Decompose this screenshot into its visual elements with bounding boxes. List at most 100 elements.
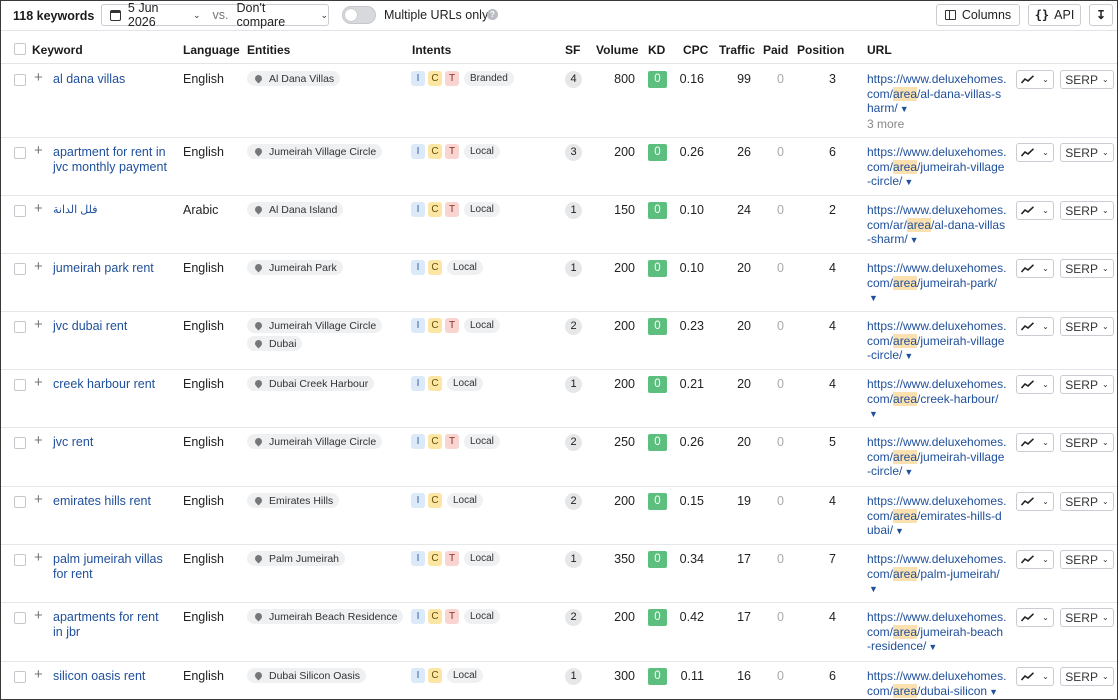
col-cpc[interactable]: CPC: [683, 43, 709, 57]
trend-chart-button[interactable]: ⌄: [1016, 492, 1054, 511]
keyword-link[interactable]: apartment for rent in jvc monthly paymen…: [53, 145, 167, 174]
col-kd[interactable]: KD: [648, 43, 666, 57]
caret-down-icon[interactable]: ▼: [869, 293, 878, 303]
date-compare-selector[interactable]: 5 Jun 2026 ⌄ vs. Don't compare ⌄: [101, 1, 329, 29]
caret-down-icon[interactable]: ▼: [899, 104, 909, 114]
serp-features-count[interactable]: 1: [565, 202, 582, 219]
keyword-link[interactable]: al dana villas: [53, 72, 126, 86]
serp-button[interactable]: SERP ⌄: [1060, 70, 1114, 89]
serp-features-count[interactable]: 2: [565, 434, 582, 451]
row-checkbox[interactable]: [14, 437, 26, 449]
url-link[interactable]: https://www.deluxehomes.com/ar/area/al-d…: [867, 203, 1007, 246]
export-button[interactable]: ↧: [1089, 4, 1113, 26]
col-entities[interactable]: Entities: [247, 43, 291, 57]
entity-chip[interactable]: Jumeirah Park: [247, 260, 343, 275]
add-to-list-icon[interactable]: +: [34, 432, 43, 449]
serp-features-count[interactable]: 2: [565, 609, 582, 626]
serp-button[interactable]: SERP ⌄: [1060, 492, 1114, 511]
col-paid[interactable]: Paid: [763, 43, 789, 57]
entity-chip[interactable]: Jumeirah Village Circle: [247, 318, 383, 333]
row-checkbox[interactable]: [14, 147, 26, 159]
col-intents[interactable]: Intents: [412, 43, 452, 57]
add-to-list-icon[interactable]: +: [34, 69, 43, 86]
row-checkbox[interactable]: [14, 671, 26, 683]
url-link[interactable]: https://www.deluxehomes.com/area/jumeira…: [867, 610, 1007, 653]
trend-chart-button[interactable]: ⌄: [1016, 608, 1054, 627]
col-volume[interactable]: Volume: [596, 43, 639, 57]
entity-chip[interactable]: Jumeirah Village Circle: [247, 434, 383, 449]
caret-down-icon[interactable]: ▼: [869, 409, 878, 419]
row-checkbox[interactable]: [14, 554, 26, 566]
add-to-list-icon[interactable]: +: [34, 142, 43, 159]
add-to-list-icon[interactable]: +: [34, 607, 43, 624]
keyword-link[interactable]: فلل الدانة: [53, 204, 98, 216]
serp-button[interactable]: SERP ⌄: [1060, 667, 1114, 686]
serp-features-count[interactable]: 1: [565, 260, 582, 277]
trend-chart-button[interactable]: ⌄: [1016, 433, 1054, 452]
caret-down-icon[interactable]: ▼: [909, 235, 919, 245]
multiple-urls-toggle[interactable]: [342, 6, 376, 24]
serp-button[interactable]: SERP ⌄: [1060, 143, 1114, 162]
serp-features-count[interactable]: 4: [565, 71, 582, 88]
row-checkbox[interactable]: [14, 74, 26, 86]
url-link[interactable]: https://www.deluxehomes.com/area/creek-h…: [867, 377, 1007, 406]
serp-button[interactable]: SERP ⌄: [1060, 375, 1114, 394]
serp-button[interactable]: SERP ⌄: [1060, 608, 1114, 627]
keyword-link[interactable]: palm jumeirah villas for rent: [53, 552, 163, 581]
columns-button[interactable]: Columns: [936, 4, 1020, 26]
col-keyword[interactable]: Keyword: [32, 43, 83, 57]
keyword-link[interactable]: apartments for rent in jbr: [53, 610, 159, 639]
add-to-list-icon[interactable]: +: [34, 316, 43, 333]
col-traffic[interactable]: Traffic: [719, 43, 756, 57]
entity-chip[interactable]: Jumeirah Village Circle: [247, 144, 383, 159]
add-to-list-icon[interactable]: +: [34, 258, 43, 275]
entity-chip[interactable]: Al Dana Island: [247, 202, 344, 217]
serp-button[interactable]: SERP ⌄: [1060, 317, 1114, 336]
url-link[interactable]: https://www.deluxehomes.com/area/emirate…: [867, 494, 1007, 537]
serp-features-count[interactable]: 3: [565, 144, 582, 161]
serp-features-count[interactable]: 1: [565, 551, 582, 568]
url-link[interactable]: https://www.deluxehomes.com/area/al-dana…: [867, 72, 1007, 115]
serp-button[interactable]: SERP ⌄: [1060, 201, 1114, 220]
entity-chip[interactable]: Dubai: [247, 336, 303, 351]
entity-chip[interactable]: Dubai Creek Harbour: [247, 376, 375, 391]
row-checkbox[interactable]: [14, 205, 26, 217]
help-icon[interactable]: ?: [487, 9, 498, 20]
keyword-link[interactable]: jvc dubai rent: [53, 319, 128, 333]
api-button[interactable]: {} API: [1028, 4, 1081, 26]
trend-chart-button[interactable]: ⌄: [1016, 70, 1054, 89]
add-to-list-icon[interactable]: +: [34, 666, 43, 683]
entity-chip[interactable]: Al Dana Villas: [247, 71, 341, 86]
col-language[interactable]: Language: [183, 43, 240, 57]
row-checkbox[interactable]: [14, 263, 26, 275]
add-to-list-icon[interactable]: +: [34, 549, 43, 566]
caret-down-icon[interactable]: ▼: [989, 686, 999, 697]
caret-down-icon[interactable]: ▼: [904, 177, 914, 187]
keyword-link[interactable]: emirates hills rent: [53, 494, 151, 508]
keyword-link[interactable]: silicon oasis rent: [53, 669, 146, 683]
add-to-list-icon[interactable]: +: [34, 200, 43, 217]
row-checkbox[interactable]: [14, 321, 26, 333]
row-checkbox[interactable]: [14, 612, 26, 624]
more-urls-link[interactable]: 3 more: [867, 116, 905, 131]
trend-chart-button[interactable]: ⌄: [1016, 143, 1054, 162]
row-checkbox[interactable]: [14, 379, 26, 391]
url-link[interactable]: https://www.deluxehomes.com/area/jumeira…: [867, 145, 1007, 188]
col-url[interactable]: URL: [867, 43, 892, 57]
caret-down-icon[interactable]: ▼: [904, 351, 914, 361]
entity-chip[interactable]: Dubai Silicon Oasis: [247, 668, 367, 683]
serp-button[interactable]: SERP ⌄: [1060, 259, 1114, 278]
caret-down-icon[interactable]: ▼: [895, 526, 904, 536]
caret-down-icon[interactable]: ▼: [869, 584, 878, 594]
trend-chart-button[interactable]: ⌄: [1016, 550, 1054, 569]
serp-features-count[interactable]: 2: [565, 318, 582, 335]
serp-features-count[interactable]: 2: [565, 493, 582, 510]
url-link[interactable]: https://www.deluxehomes.com/area/jumeira…: [867, 319, 1007, 362]
col-sf[interactable]: SF: [565, 43, 581, 57]
caret-down-icon[interactable]: ▼: [928, 642, 938, 652]
url-link[interactable]: https://www.deluxehomes.com/area/dubai-s…: [867, 669, 1007, 698]
caret-down-icon[interactable]: ▼: [904, 467, 914, 477]
entity-chip[interactable]: Palm Jumeirah: [247, 551, 346, 566]
trend-chart-button[interactable]: ⌄: [1016, 259, 1054, 278]
trend-chart-button[interactable]: ⌄: [1016, 317, 1054, 336]
